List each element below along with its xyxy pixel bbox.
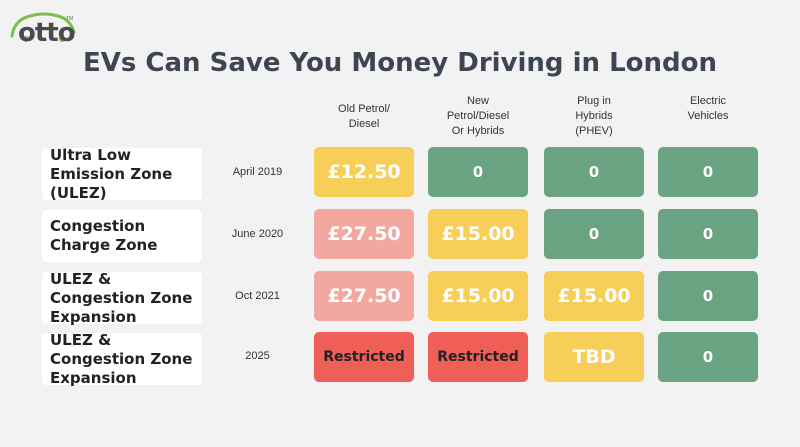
column-header-line: New (466, 95, 489, 107)
table-cell: 0 (658, 209, 758, 259)
row-label-ulez-congestion-expansion-2025: ULEZ & Congestion Zone Expansion (42, 331, 202, 387)
row-date: Oct 2021 (235, 290, 280, 302)
row-date: 2025 (245, 350, 270, 362)
table-cell: £15.00 (428, 271, 528, 321)
car-outline-icon (10, 12, 76, 42)
table-cell: £15.00 (428, 209, 528, 259)
column-header-old-petrol-diesel: Old Petrol/ Diesel (314, 94, 414, 132)
table-cell: 0 (658, 147, 758, 197)
table-cell: 0 (544, 209, 644, 259)
row-label-ulez: Ultra Low Emission Zone (ULEZ) (42, 146, 202, 202)
row-date: June 2020 (231, 228, 284, 240)
column-header-line: Electric (689, 95, 727, 107)
table-cell: 0 (544, 147, 644, 197)
column-header-line: Or Hybrids (451, 125, 505, 137)
table-cell: £27.50 (314, 271, 414, 321)
table-cell: Restricted (428, 332, 528, 382)
column-header-line: Petrol/Diesel (446, 110, 510, 122)
table-cell: £12.50 (314, 147, 414, 197)
trademark-mark: TM (66, 16, 74, 22)
row-label-ulez-congestion-expansion: ULEZ & Congestion Zone Expansion (42, 270, 202, 326)
logo-text: otto (18, 18, 76, 48)
row-label-congestion-charge: Congestion Charge Zone (42, 210, 202, 262)
column-header-line: Plug in (577, 95, 611, 107)
table-cell: 0 (658, 271, 758, 321)
column-header-electric-vehicles: Electric Vehicles (658, 94, 758, 124)
table-cell: £15.00 (544, 271, 644, 321)
otto-logo: otto TM (8, 6, 80, 48)
table-cell: 0 (428, 147, 528, 197)
table-cell: £27.50 (314, 209, 414, 259)
row-date: April 2019 (232, 166, 283, 178)
column-header-line: (PHEV) (575, 125, 613, 137)
column-header-line: Old Petrol/ (338, 103, 390, 115)
column-header-line: Vehicles (687, 110, 729, 122)
page-title: EVs Can Save You Money Driving in London (83, 48, 717, 78)
table-cell: Restricted (314, 332, 414, 382)
column-header-line: Hybrids (575, 110, 613, 122)
column-header-plug-in-hybrids: Plug in Hybrids (PHEV) (544, 94, 644, 139)
table-cell: TBD (544, 332, 644, 382)
table-cell: 0 (658, 332, 758, 382)
column-header-new-petrol-diesel-hybrids: New Petrol/Diesel Or Hybrids (428, 94, 528, 139)
column-header-line: Diesel (348, 118, 380, 130)
